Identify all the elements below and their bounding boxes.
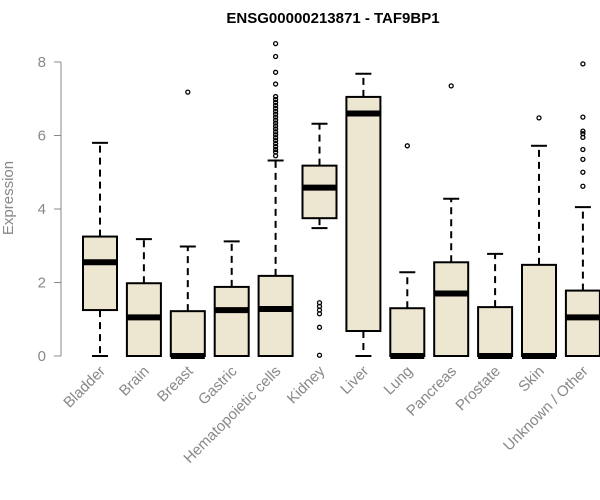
outlier-4-12 xyxy=(272,117,279,123)
x-tick-label-6: Liver xyxy=(337,363,372,398)
y-tick-label-4: 8 xyxy=(38,54,46,71)
outlier-8-0 xyxy=(448,83,454,89)
outlier-4-22 xyxy=(272,69,279,75)
x-tick-label-2: Breast xyxy=(154,362,197,405)
box-10 xyxy=(521,115,557,359)
outlier-4-8 xyxy=(272,129,279,135)
outlier-11-0 xyxy=(580,183,586,189)
x-tick-label-7: Lung xyxy=(381,363,417,399)
box-body-9 xyxy=(477,306,514,357)
outlier-4-1 xyxy=(272,149,279,155)
box-7 xyxy=(389,143,426,359)
box-body-4 xyxy=(257,274,294,358)
outlier-11-2 xyxy=(580,156,586,163)
box-2 xyxy=(169,89,206,359)
x-tick-label-0: Bladder xyxy=(60,363,109,412)
chart-title: ENSG00000213871 - TAF9BP1 xyxy=(226,10,439,27)
outlier-11-1 xyxy=(580,169,586,175)
outlier-4-4 xyxy=(272,140,279,147)
box-body-10 xyxy=(521,263,557,357)
outlier-4-11 xyxy=(272,120,279,126)
y-tick-label-2: 4 xyxy=(38,201,46,218)
outlier-4-5 xyxy=(272,137,279,144)
outlier-4-14 xyxy=(272,111,279,117)
outlier-4-20 xyxy=(272,93,279,100)
outlier-2-0 xyxy=(185,89,191,95)
box-8 xyxy=(433,83,470,358)
box-body-0 xyxy=(82,235,118,312)
outlier-11-5 xyxy=(580,131,586,137)
outlier-4-16 xyxy=(272,105,279,111)
box-body-8 xyxy=(433,261,470,358)
outlier-4-18 xyxy=(272,99,279,106)
outlier-4-24 xyxy=(272,40,279,47)
box-4 xyxy=(257,40,294,358)
outlier-4-2 xyxy=(272,146,279,153)
box-body-3 xyxy=(213,285,250,357)
outlier-4-17 xyxy=(272,102,279,109)
outlier-5-5 xyxy=(316,352,323,358)
box-body-2 xyxy=(169,310,206,358)
outlier-5-4 xyxy=(316,324,323,330)
box-5 xyxy=(301,122,338,358)
outlier-11-8 xyxy=(580,61,586,67)
box-body-11 xyxy=(564,289,600,357)
box-body-5 xyxy=(301,164,338,220)
outlier-4-3 xyxy=(272,143,279,150)
outlier-5-3 xyxy=(316,311,323,317)
box-body-6 xyxy=(345,95,382,333)
box-9 xyxy=(477,252,514,359)
outlier-4-6 xyxy=(272,135,279,141)
outlier-4-9 xyxy=(272,126,279,132)
y-tick-label-1: 2 xyxy=(38,275,46,292)
outlier-4-13 xyxy=(272,114,279,120)
box-6 xyxy=(345,72,382,357)
outlier-4-19 xyxy=(272,96,279,103)
y-axis-label: Expression xyxy=(0,161,17,235)
box-body-7 xyxy=(389,307,426,358)
outlier-4-10 xyxy=(272,123,279,129)
outlier-10-0 xyxy=(536,115,542,121)
outlier-4-15 xyxy=(272,108,279,114)
boxes-group xyxy=(82,40,600,359)
outlier-4-23 xyxy=(272,53,279,60)
outlier-11-3 xyxy=(580,146,586,153)
x-tick-label-5: Kidney xyxy=(284,362,329,407)
outlier-11-7 xyxy=(580,114,586,120)
y-tick-label-3: 6 xyxy=(38,128,46,145)
x-tick-label-10: Skin xyxy=(515,363,548,396)
box-1 xyxy=(125,238,162,357)
y-tick-label-0: 0 xyxy=(38,348,46,365)
outlier-4-21 xyxy=(272,81,279,87)
x-tick-label-9: Prostate xyxy=(452,363,504,415)
box-3 xyxy=(213,240,250,357)
box-0 xyxy=(82,141,118,357)
outlier-7-0 xyxy=(404,143,410,149)
outlier-4-7 xyxy=(272,132,279,138)
x-tick-label-1: Brain xyxy=(116,363,153,400)
y-axis: 0 2 4 6 8 xyxy=(38,54,62,365)
outlier-11-6 xyxy=(580,128,586,134)
box-11 xyxy=(564,61,600,357)
